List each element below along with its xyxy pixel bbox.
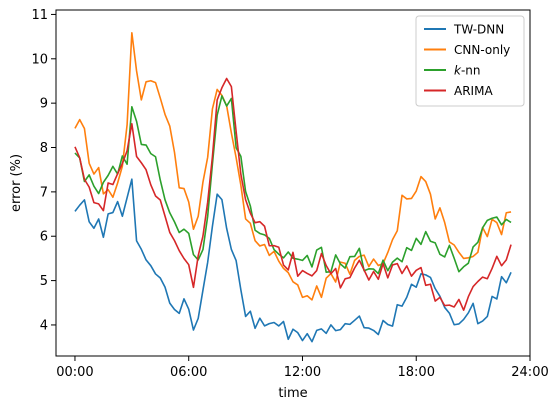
- series-line-tw-dnn: [74, 178, 512, 343]
- y-tick-label: 8: [40, 141, 48, 156]
- y-tick-label: 9: [40, 97, 48, 112]
- series-line-k-nn: [74, 95, 512, 275]
- y-tick-label: 6: [40, 230, 48, 245]
- legend-box: [415, 15, 525, 107]
- y-tick-label: 4: [40, 318, 48, 333]
- x-axis: 00:00 06:00 12:00 18:00 24:00: [56, 356, 549, 380]
- legend: TW-DNN CNN-only k-nn ARIMA: [415, 15, 525, 107]
- legend-label: TW-DNN: [453, 23, 504, 37]
- x-tick-label: 00:00: [56, 365, 93, 380]
- series-layer: [74, 31, 512, 343]
- series-line-cnn-only: [74, 31, 512, 301]
- x-axis-title: time: [278, 386, 307, 401]
- legend-label: CNN-only: [454, 43, 510, 57]
- x-tick-label: 12:00: [284, 365, 321, 380]
- y-axis: 4 5 6 7 8 9 10 11: [31, 8, 56, 333]
- y-tick-label: 11: [31, 8, 48, 23]
- x-tick-label: 24:00: [511, 365, 548, 380]
- y-tick-label: 10: [31, 52, 48, 67]
- legend-label: ARIMA: [454, 84, 493, 98]
- y-tick-label: 7: [40, 185, 48, 200]
- series-line-arima: [74, 77, 512, 311]
- legend-label: k-nn: [454, 64, 481, 78]
- plot-frame: [55, 9, 531, 357]
- x-tick-label: 06:00: [170, 365, 207, 380]
- y-tick-label: 5: [40, 274, 48, 289]
- x-tick-label: 18:00: [398, 365, 435, 380]
- y-axis-title: error (%): [9, 154, 24, 212]
